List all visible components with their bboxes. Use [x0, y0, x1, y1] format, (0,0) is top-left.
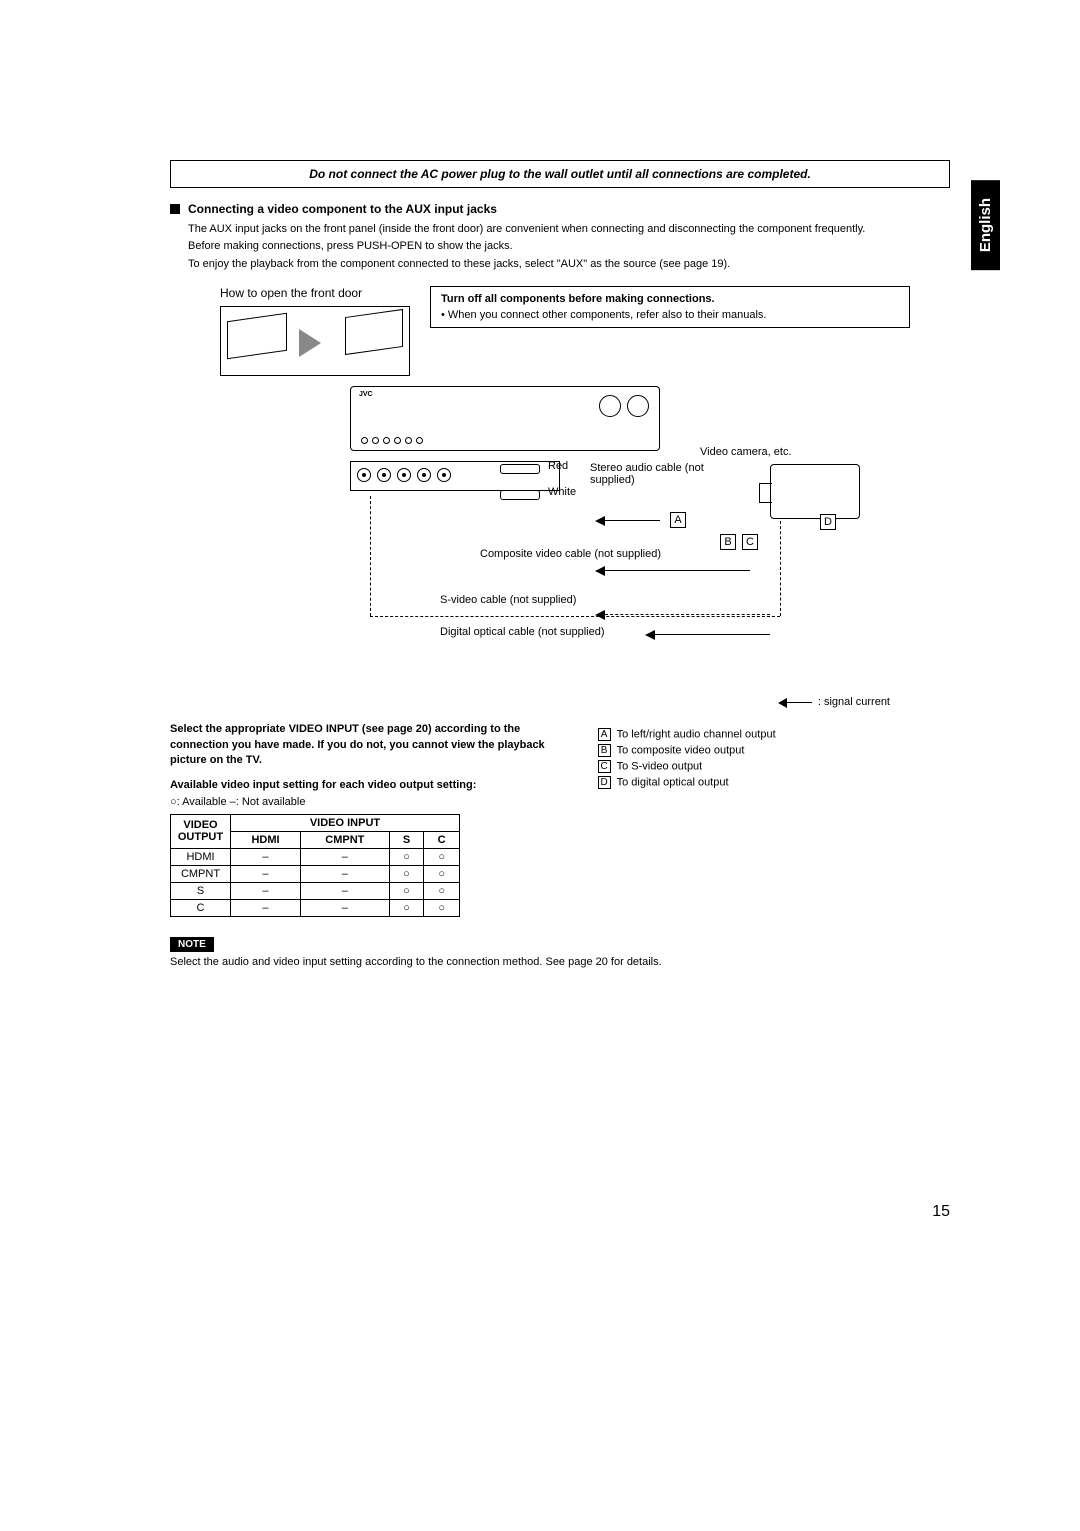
row-label: HDMI [171, 848, 231, 865]
th-col: HDMI [231, 831, 301, 848]
table-legend: ○: Available –: Not available [170, 796, 558, 808]
page-number: 15 [932, 1203, 950, 1221]
note-text: Select the audio and video input setting… [170, 956, 950, 968]
tips-bullet: • When you connect other components, ref… [441, 309, 899, 321]
dashed-line [370, 496, 371, 616]
row-label: CMPNT [171, 865, 231, 882]
label-camera: Video camera, etc. [700, 446, 792, 458]
label-white: White [548, 486, 576, 498]
section-title: Connecting a video component to the AUX … [188, 202, 497, 216]
intro-text-2: Before making connections, press PUSH-OP… [188, 239, 950, 254]
output-C: CTo S-video output [598, 760, 950, 773]
red-plug-icon [500, 464, 540, 474]
arrow-icon [782, 702, 812, 703]
receiver-front [350, 386, 660, 451]
cell: – [300, 865, 389, 882]
dashed-line [780, 521, 781, 616]
door-block: How to open the front door [220, 286, 410, 376]
label-red: Red [548, 460, 568, 472]
table-row: C––○○ [171, 899, 460, 916]
legend-letter-D: D [820, 514, 836, 530]
manual-page: Do not connect the AC power plug to the … [0, 0, 1080, 1028]
legend-letter-C: C [742, 534, 758, 550]
arrow-icon [600, 520, 660, 521]
availability-table: VIDEO OUTPUT VIDEO INPUT HDMICMPNTSC HDM… [170, 814, 460, 917]
cell: – [300, 848, 389, 865]
signal-legend: : signal current [170, 696, 890, 708]
output-B: BTo composite video output [598, 744, 950, 757]
th-col: C [424, 831, 460, 848]
arrow-icon [600, 570, 750, 571]
intro-text-1: The AUX input jacks on the front panel (… [188, 222, 950, 237]
cell: ○ [424, 865, 460, 882]
cell: ○ [389, 899, 424, 916]
cell: ○ [389, 882, 424, 899]
door-illustration [220, 306, 410, 376]
door-caption: How to open the front door [220, 286, 410, 300]
cell: ○ [389, 848, 424, 865]
right-column: ATo left/right audio channel output BTo … [598, 722, 950, 917]
cell: – [231, 865, 301, 882]
camera-icon [770, 464, 860, 519]
table-row: CMPNT––○○ [171, 865, 460, 882]
intro-text-3: To enjoy the playback from the component… [188, 257, 950, 272]
label-optical: Digital optical cable (not supplied) [440, 626, 604, 638]
available-settings-heading: Available video input setting for each v… [170, 778, 558, 793]
output-A: ATo left/right audio channel output [598, 728, 950, 741]
row-label: S [171, 882, 231, 899]
cell: ○ [424, 848, 460, 865]
arrow-icon [299, 329, 335, 357]
cell: – [231, 848, 301, 865]
arrow-icon [600, 614, 770, 615]
table-row: S––○○ [171, 882, 460, 899]
tips-title: Turn off all components before making co… [441, 293, 899, 305]
label-stereo: Stereo audio cable (not supplied) [590, 462, 720, 486]
legend-letter-B: B [720, 534, 736, 550]
left-column: Select the appropriate VIDEO INPUT (see … [170, 722, 558, 917]
output-D: DTo digital optical output [598, 776, 950, 789]
th-col: S [389, 831, 424, 848]
label-svideo: S-video cable (not supplied) [440, 594, 576, 606]
label-composite: Composite video cable (not supplied) [480, 548, 661, 560]
th-output: VIDEO OUTPUT [171, 814, 231, 848]
bullet-icon [170, 204, 180, 214]
note-label: NOTE [170, 937, 214, 952]
arrow-icon [650, 634, 770, 635]
tips-box: Turn off all components before making co… [430, 286, 910, 328]
select-input-text: Select the appropriate VIDEO INPUT (see … [170, 722, 558, 768]
cell: – [231, 882, 301, 899]
warning-box: Do not connect the AC power plug to the … [170, 160, 950, 188]
dashed-line [370, 616, 780, 617]
section-header: Connecting a video component to the AUX … [170, 202, 950, 216]
th-col: CMPNT [300, 831, 389, 848]
white-plug-icon [500, 490, 540, 500]
cell: ○ [424, 899, 460, 916]
cell: ○ [389, 865, 424, 882]
row-label: C [171, 899, 231, 916]
cell: ○ [424, 882, 460, 899]
th-input: VIDEO INPUT [231, 814, 460, 831]
cell: – [300, 899, 389, 916]
note-block: NOTE Select the audio and video input se… [170, 937, 950, 968]
table-row: HDMI––○○ [171, 848, 460, 865]
connection-diagram: Red White Stereo audio cable (not suppli… [250, 386, 870, 676]
legend-letter-A: A [670, 512, 686, 528]
cell: – [231, 899, 301, 916]
cell: – [300, 882, 389, 899]
